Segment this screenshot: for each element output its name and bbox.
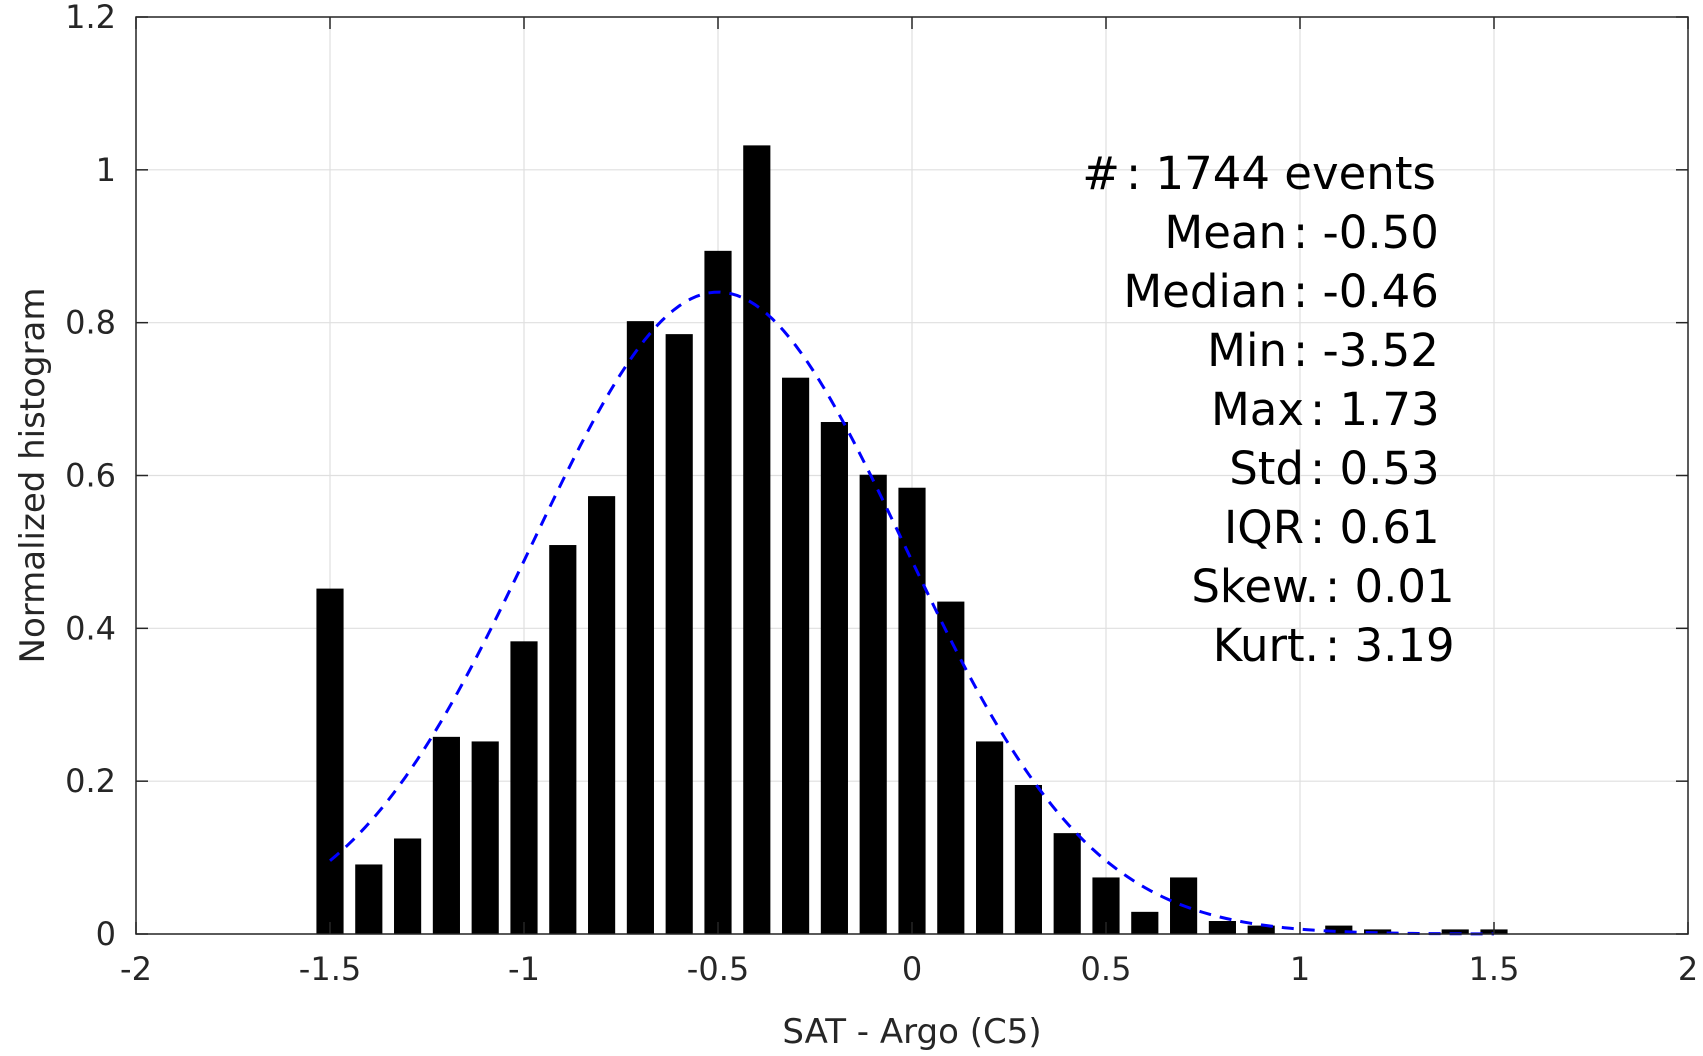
x-tick-label: -1 [508, 950, 540, 988]
histogram-bar [626, 321, 654, 935]
x-tick-label: 2 [1678, 950, 1698, 988]
stat-name: IQR [1224, 501, 1304, 554]
histogram-bar [976, 741, 1004, 934]
histogram-bar [820, 422, 848, 934]
stat-name: Kurt. [1213, 619, 1319, 672]
x-axis-label: SAT - Argo (C5) [782, 1012, 1041, 1052]
x-tick-label: 0.5 [1081, 950, 1132, 988]
stat-name: Std [1229, 442, 1304, 495]
axis-ticks [135, 16, 1689, 935]
stat-name: Mean [1164, 206, 1287, 259]
stat-value: : 0.53 [1310, 442, 1440, 495]
histogram-bar [1053, 833, 1081, 934]
histogram-bar [665, 334, 693, 935]
stat-name: Median [1123, 265, 1287, 318]
histogram-bar [898, 487, 926, 934]
x-tick-labels: -2 -1.5 -1 -0.5 0 0.5 1 1.5 2 [120, 950, 1698, 988]
stat-value: : 1.73 [1310, 383, 1440, 436]
x-tick-label: 1 [1290, 950, 1310, 988]
histogram-bar [1247, 925, 1275, 934]
stat-value: : 3.19 [1325, 619, 1455, 672]
histogram-bar [1131, 911, 1159, 934]
y-tick-label: 0 [96, 915, 116, 953]
stat-line: IQR: 0.61 [1224, 501, 1440, 554]
y-tick-label: 1.2 [65, 0, 116, 36]
y-tick-label: 0.2 [65, 762, 116, 800]
stat-line: Std: 0.53 [1229, 442, 1439, 495]
y-tick-labels: 0 0.2 0.4 0.6 0.8 1 1.2 [65, 0, 116, 953]
stat-name: Min [1207, 324, 1287, 377]
gaussian-fit-curve [329, 290, 1495, 936]
stat-value: : -0.50 [1293, 206, 1439, 259]
histogram-bar [394, 838, 422, 934]
histogram-bar [471, 741, 499, 934]
stat-name: Max [1211, 383, 1304, 436]
histogram-bars [316, 145, 1508, 935]
stat-line: Skew.: 0.01 [1191, 560, 1454, 613]
histogram-bar [1208, 921, 1236, 934]
y-tick-label: 1 [96, 151, 116, 189]
histogram-bar [859, 474, 887, 934]
x-tick-label: -0.5 [687, 950, 749, 988]
histogram-bar [1441, 929, 1469, 934]
stat-line: Median: -0.46 [1123, 265, 1439, 318]
stat-value: : -3.52 [1293, 324, 1439, 377]
stat-line: Kurt.: 3.19 [1213, 619, 1455, 672]
stat-line: Max: 1.73 [1211, 383, 1440, 436]
x-tick-label: -1.5 [299, 950, 361, 988]
histogram-bar [782, 377, 810, 935]
histogram-bar [704, 250, 732, 934]
histogram-bar [432, 736, 460, 934]
x-tick-label: -2 [120, 950, 152, 988]
stat-value: : 1744 events [1126, 147, 1436, 200]
histogram-bar [1014, 784, 1042, 934]
stat-value: : -0.46 [1293, 265, 1439, 318]
histogram-bar [510, 641, 538, 934]
histogram-bar [355, 864, 383, 934]
y-tick-label: 0.6 [65, 457, 116, 495]
stat-line: Mean: -0.50 [1164, 206, 1439, 259]
x-tick-label: 1.5 [1469, 950, 1520, 988]
stat-name: # [1082, 147, 1120, 200]
histogram-bar [316, 588, 344, 934]
x-tick-label: 0 [902, 950, 922, 988]
y-tick-label: 0.8 [65, 304, 116, 342]
histogram-bar [588, 496, 616, 934]
stat-value: : 0.01 [1325, 560, 1455, 613]
histogram-bar [743, 145, 771, 934]
y-tick-label: 0.4 [65, 609, 116, 647]
histogram-bar [1325, 925, 1353, 934]
histogram-bar [549, 545, 577, 934]
y-axis-label: Normalized histogram [13, 288, 53, 664]
stat-value: : 0.61 [1310, 501, 1440, 554]
histogram-bar [937, 601, 965, 934]
stat-line: Min: -3.52 [1207, 324, 1439, 377]
stat-line: #: 1744 events [1082, 147, 1436, 200]
stat-name: Skew. [1191, 560, 1319, 613]
